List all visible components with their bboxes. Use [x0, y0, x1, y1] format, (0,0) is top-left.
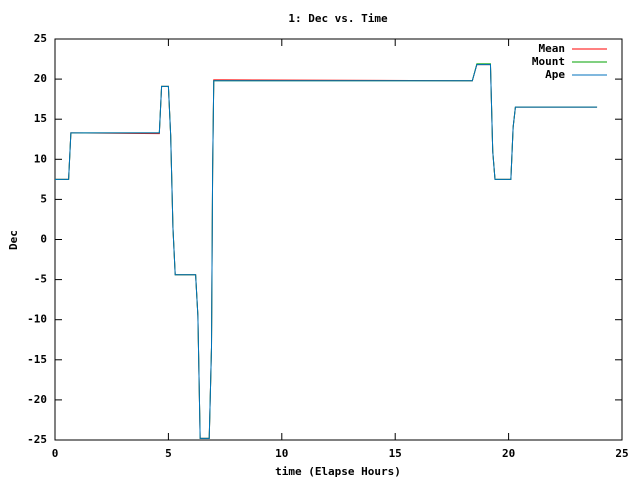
data-line — [55, 64, 598, 439]
y-tick-label: -5 — [34, 273, 47, 286]
y-tick-label: 20 — [34, 72, 47, 85]
legend-label: Mount — [532, 55, 565, 68]
y-tick-label: -15 — [27, 353, 47, 366]
x-tick-label: 0 — [52, 447, 59, 460]
y-tick-label: 15 — [34, 112, 47, 125]
legend-label: Ape — [545, 68, 565, 81]
x-tick-label: 15 — [389, 447, 402, 460]
y-axis-label: Dec — [7, 230, 20, 250]
y-tick-label: 5 — [40, 192, 47, 205]
y-tick-label: -10 — [27, 313, 47, 326]
y-tick-label: 10 — [34, 152, 47, 165]
y-tick-label: 0 — [40, 233, 47, 246]
y-tick-label: 25 — [34, 32, 47, 45]
x-axis-label: time (Elapse Hours) — [275, 465, 401, 478]
x-tick-label: 20 — [502, 447, 515, 460]
x-tick-label: 5 — [165, 447, 172, 460]
y-tick-label: -25 — [27, 433, 47, 446]
x-tick-label: 25 — [615, 447, 628, 460]
legend-label: Mean — [539, 42, 566, 55]
x-tick-label: 10 — [275, 447, 288, 460]
chart-title: 1: Dec vs. Time — [288, 12, 388, 25]
y-tick-label: -20 — [27, 393, 47, 406]
